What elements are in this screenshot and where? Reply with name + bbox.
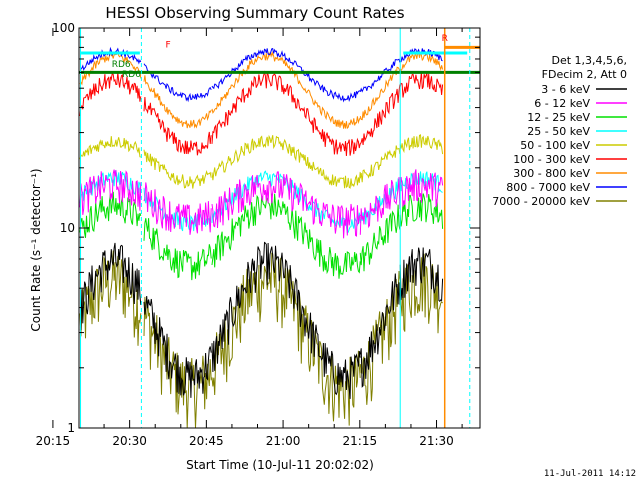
series-line-1-seg-1	[143, 182, 212, 235]
series-line-7-seg-3	[359, 58, 401, 93]
series-line-5-seg-0	[79, 72, 142, 117]
series-line-4-seg-1	[143, 149, 212, 189]
series-line-8-seg-3	[359, 270, 401, 405]
x-tick-label-2: 20:45	[189, 434, 224, 448]
series-line-2-seg-2	[211, 193, 361, 279]
series-line-6-seg-2	[211, 50, 361, 130]
annotation-label-2: F	[165, 40, 170, 50]
series-line-7-seg-0	[79, 46, 142, 74]
legend-header-line1: Det 1,3,4,5,6,	[551, 54, 627, 67]
series-line-3-seg-0	[79, 169, 142, 204]
legend-label-7: 800 - 7000 keV	[506, 181, 590, 194]
y-axis-label: Count Rate (s⁻¹ detector⁻¹)	[29, 168, 43, 331]
legend-label-6: 300 - 800 keV	[513, 167, 590, 180]
x-tick-label-4: 21:15	[343, 434, 378, 448]
x-tick-label-1: 20:30	[112, 434, 147, 448]
annotation-label-0: RD6	[112, 60, 131, 70]
series-line-4-seg-0	[79, 136, 141, 160]
y-tick-label-1: 10	[60, 221, 75, 235]
series-line-5-seg-3	[359, 84, 401, 145]
series-line-7-seg-2	[211, 48, 361, 103]
series-line-4-seg-2	[211, 134, 361, 189]
annotation-label-1: RD6	[122, 70, 141, 80]
series-line-6-seg-1	[143, 75, 212, 129]
series-line-0-seg-0	[79, 242, 142, 331]
series-line-4-seg-3	[359, 145, 401, 183]
y-tick-label-2: 100	[52, 21, 75, 35]
legend-label-0: 3 - 6 keV	[541, 83, 590, 96]
series-line-1-seg-2	[211, 171, 361, 239]
annotation-label-3: R	[442, 34, 448, 44]
legend-label-8: 7000 - 20000 keV	[492, 195, 590, 208]
generation-timestamp: 11-Jul-2011 14:12	[544, 469, 636, 479]
x-tick-label-3: 21:00	[266, 434, 301, 448]
x-tick-label-0: 20:15	[36, 434, 71, 448]
series-line-0-seg-3	[359, 273, 401, 388]
series-line-7-seg-1	[143, 63, 212, 103]
series-line-6-seg-4	[399, 51, 444, 72]
x-tick-label-5: 21:30	[419, 434, 454, 448]
series-line-0-seg-2	[211, 241, 361, 399]
series-line-2-seg-1	[143, 218, 212, 281]
axes: 1 10 100 20:15 20:30 20:45 21:00 21:15 21:30	[36, 21, 481, 448]
series-line-2-seg-4	[399, 193, 444, 229]
legend-header-line2: FDecim 2, Att 0	[542, 68, 627, 81]
series-line-8-seg-2	[211, 252, 361, 426]
legend-label-4: 50 - 100 keV	[520, 139, 590, 152]
legend-label-2: 12 - 25 keV	[527, 111, 590, 124]
series-line-5-seg-2	[211, 70, 361, 157]
series-line-4-seg-4	[399, 134, 444, 155]
legend-label-5: 100 - 300 keV	[513, 153, 590, 166]
series-line-1-seg-0	[79, 169, 142, 215]
x-axis-label: Start Time (10-Jul-11 20:02:02)	[186, 458, 374, 472]
series-line-0-seg-4	[399, 247, 444, 303]
series-line-5-seg-4	[399, 72, 444, 98]
legend-label-1: 6 - 12 keV	[534, 97, 590, 110]
series-line-2-seg-3	[359, 204, 401, 272]
legend-label-3: 25 - 50 keV	[527, 125, 590, 138]
chart-title: HESSI Observing Summary Count Rates	[105, 4, 404, 22]
series-line-8-seg-0	[79, 250, 142, 346]
series-line-1-seg-3	[359, 177, 401, 235]
series-line-5-seg-1	[143, 96, 212, 156]
y-tick-label-0: 1	[67, 421, 75, 435]
series-line-0-seg-1	[143, 295, 212, 398]
series-line-1-seg-4	[399, 169, 444, 208]
